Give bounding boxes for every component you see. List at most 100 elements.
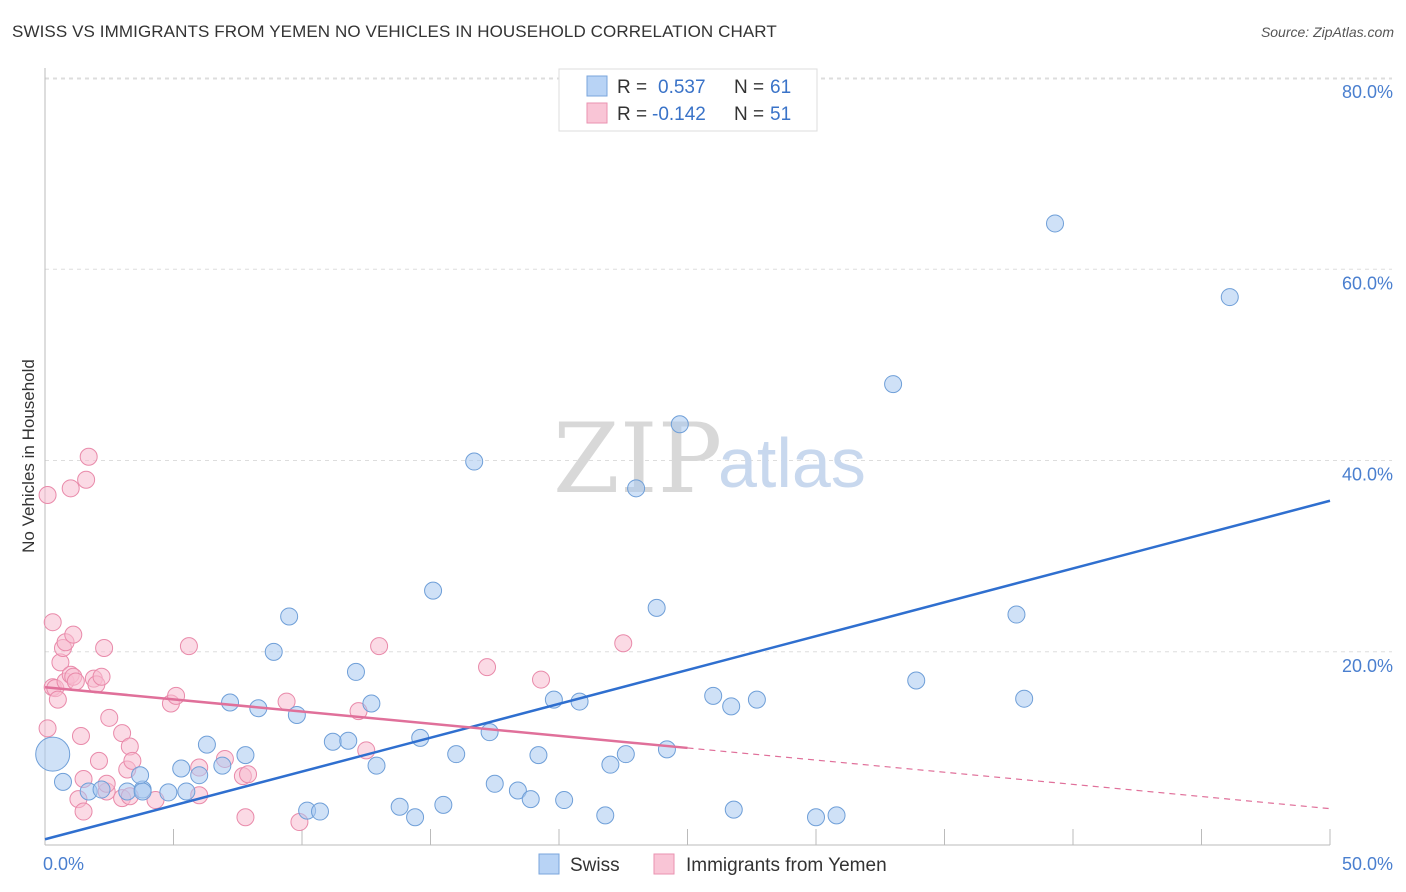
swiss-point (747, 690, 766, 709)
swiss-point (236, 746, 255, 765)
swiss-point (190, 766, 209, 785)
swiss-point (465, 452, 484, 471)
bottom-legend-swatch-yemen (653, 853, 675, 875)
swiss-point (131, 766, 150, 785)
yemen-point (113, 724, 132, 743)
yemen-point (478, 658, 497, 677)
swiss-point (480, 723, 499, 742)
swiss-point (704, 686, 723, 705)
swiss-point (1046, 214, 1065, 233)
swiss-point (434, 795, 453, 814)
yemen-trend-line-extension (687, 747, 1331, 810)
y-tick-label: 60.0% (1342, 273, 1393, 293)
bottom-legend-swatch-swiss (538, 853, 560, 875)
swiss-point (529, 746, 548, 765)
swiss-point (346, 662, 365, 681)
x-tick-label: 0.0% (43, 854, 84, 874)
legend-swatch-swiss (586, 75, 608, 97)
yemen-point (38, 486, 57, 505)
swiss-point (807, 808, 825, 827)
legend-n-value-swiss: 61 (770, 77, 791, 98)
swiss-point (1220, 288, 1239, 307)
yemen-point (74, 802, 93, 821)
x-tick-labels: 0.0% 50.0% (43, 854, 1393, 874)
x-tick-label: 50.0% (1342, 854, 1393, 874)
swiss-point (447, 745, 466, 764)
watermark-zip: ZIP (553, 403, 722, 515)
swiss-trend-line (44, 499, 1331, 841)
yemen-point (64, 625, 83, 644)
source-label: Source: ZipAtlas.com (1260, 24, 1394, 40)
swiss-point (907, 671, 926, 690)
swiss-point (406, 808, 425, 827)
series-swiss-points (35, 214, 1239, 827)
legend-r-label-swiss: R = (617, 77, 647, 98)
yemen-point (66, 672, 85, 691)
yemen-point (167, 686, 186, 705)
gridlines (45, 77, 1392, 653)
swiss-point (508, 781, 527, 800)
yemen-point (92, 667, 111, 686)
yemen-point (239, 765, 258, 784)
yemen-point (123, 751, 142, 770)
watermark-atlas: atlas (718, 424, 866, 502)
swiss-point (362, 694, 381, 713)
swiss-point (367, 756, 386, 775)
bottom-legend-label-yemen: Immigrants from Yemen (686, 855, 887, 876)
yemen-point (370, 637, 389, 656)
yemen-point (71, 726, 90, 745)
swiss-point (118, 782, 137, 801)
swiss-point (197, 735, 216, 754)
swiss-point (310, 802, 329, 821)
yemen-point (48, 690, 67, 709)
y-axis-label: No Vehicles in Household (19, 359, 38, 553)
y-tick-labels: 20.0% 40.0% 60.0% 80.0% (1342, 82, 1393, 676)
swiss-point (53, 772, 72, 791)
yemen-point (179, 637, 198, 656)
swiss-point (601, 755, 620, 774)
swiss-point (213, 756, 232, 775)
legend-r-value-swiss: 0.537 (658, 77, 706, 98)
swiss-point (390, 797, 409, 816)
swiss-point (287, 705, 306, 724)
axes (44, 68, 1331, 846)
swiss-point (670, 415, 689, 434)
swiss-point (221, 693, 240, 712)
legend-n-label-swiss: N = (734, 77, 764, 98)
legend-n-label-yemen: N = (734, 104, 764, 125)
swiss-point (339, 731, 358, 750)
swiss-point (627, 479, 646, 498)
yemen-point (79, 447, 98, 466)
yemen-point (61, 479, 80, 498)
swiss-point (172, 759, 191, 778)
swiss-point (827, 806, 846, 825)
swiss-point (485, 774, 504, 793)
trend-lines (44, 499, 1331, 841)
swiss-point (323, 732, 342, 751)
legend-box: R = 0.537 N = 61 R = -0.142 N = 51 (558, 68, 818, 132)
yemen-point (77, 470, 96, 489)
series-yemen-points (38, 447, 633, 832)
yemen-point (532, 670, 551, 689)
y-tick-label: 80.0% (1342, 82, 1393, 102)
swiss-point (521, 790, 540, 809)
yemen-trend-line (44, 685, 688, 750)
yemen-point (236, 808, 255, 827)
swiss-point (264, 642, 283, 661)
swiss-point (35, 736, 71, 772)
swiss-point (133, 782, 152, 801)
yemen-point (95, 639, 114, 658)
legend-n-value-yemen: 51 (770, 104, 791, 125)
swiss-point (92, 780, 111, 799)
swiss-point (616, 745, 635, 764)
swiss-point (177, 782, 196, 801)
yemen-point (43, 613, 62, 632)
yemen-point (89, 751, 108, 770)
swiss-point (280, 607, 299, 626)
swiss-point (884, 375, 903, 394)
swiss-point (1007, 605, 1026, 624)
chart-title: SWISS VS IMMIGRANTS FROM YEMEN NO VEHICL… (12, 22, 777, 41)
legend-r-label-yemen: R = (617, 104, 647, 125)
swiss-point (596, 806, 615, 825)
